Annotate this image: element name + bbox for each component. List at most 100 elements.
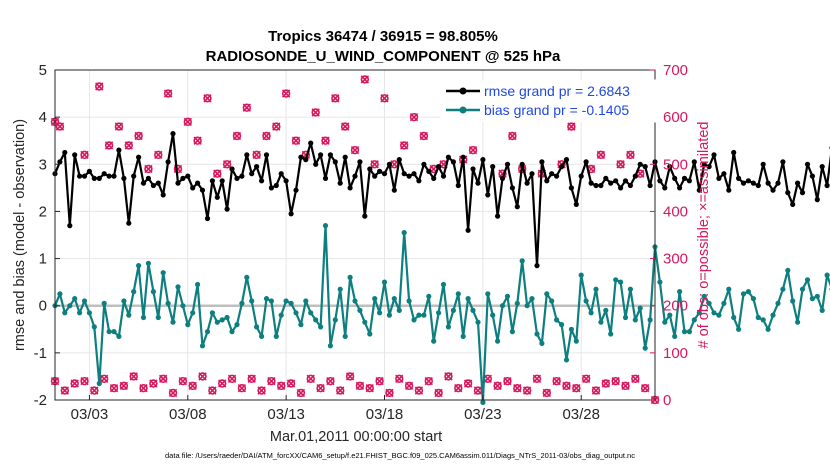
obs-possible-marker	[90, 386, 99, 395]
obs-possible-marker	[178, 376, 188, 386]
rmse-point	[327, 152, 333, 158]
obs-assimilated-marker	[321, 136, 330, 145]
rmse-point	[318, 152, 324, 158]
bias-point	[745, 289, 752, 295]
obs-assimilated-marker	[80, 150, 89, 160]
bias-point	[175, 284, 181, 290]
rmse-point	[647, 182, 653, 189]
obs-assimilated-marker	[267, 376, 276, 386]
rmse-point	[490, 164, 496, 170]
bias-point	[716, 312, 722, 318]
bias-point	[642, 345, 648, 351]
obs-assimilated-marker	[80, 376, 89, 386]
legend-bias-marker	[459, 106, 467, 114]
y-right-tick-label: 300	[663, 251, 688, 268]
obs-assimilated-marker	[572, 384, 581, 393]
rmse-point	[150, 182, 156, 189]
obs-assimilated-marker	[370, 160, 379, 169]
obs-possible-marker	[109, 384, 119, 393]
obs-assimilated-marker	[591, 386, 601, 395]
rmse-point	[672, 175, 678, 181]
rmse-point	[509, 185, 515, 191]
bias-point	[450, 307, 456, 313]
obs-possible-marker	[267, 376, 276, 386]
bias-point	[126, 312, 132, 318]
bias-point	[86, 310, 92, 316]
obs-possible-marker	[262, 131, 271, 141]
rmse-point	[750, 180, 757, 186]
obs-possible-marker	[567, 122, 576, 131]
bias-point	[165, 300, 171, 306]
bias-point	[804, 277, 811, 283]
bias-point	[622, 314, 629, 321]
rmse-point	[91, 175, 97, 181]
bias-point	[421, 312, 427, 318]
bias-point	[91, 324, 97, 330]
obs-possible-marker	[99, 374, 109, 383]
rmse-series	[52, 131, 830, 269]
obs-assimilated-marker	[375, 376, 384, 386]
bias-point	[327, 343, 333, 349]
obs-assimilated-marker	[144, 164, 153, 174]
rmse-point	[239, 173, 245, 179]
legend-box	[440, 79, 656, 123]
rmse-point	[642, 164, 648, 170]
bias-point	[298, 322, 304, 328]
bias-point	[322, 223, 329, 229]
obs-assimilated-marker	[95, 82, 104, 91]
obs-possible-marker	[370, 160, 379, 169]
obs-possible-marker	[434, 388, 443, 398]
obs-assimilated-marker	[640, 384, 650, 393]
bias-point	[618, 279, 624, 285]
bias-point	[121, 298, 127, 304]
obs-possible-marker	[213, 169, 222, 178]
obs-assimilated-marker	[296, 388, 306, 398]
obs-assimilated-marker	[360, 75, 370, 84]
rmse-point	[96, 175, 102, 181]
obs-assimilated-marker	[218, 379, 227, 388]
rmse-point	[195, 180, 201, 186]
bias-point	[362, 319, 368, 325]
y-right-tick-label: 700	[663, 62, 688, 79]
rmse-point	[244, 152, 250, 158]
rmse-point	[677, 185, 683, 191]
obs-assimilated-marker	[119, 381, 129, 391]
obs-possible-marker	[385, 388, 394, 398]
rmse-point	[539, 159, 545, 165]
obs-assimilated-marker	[350, 145, 360, 155]
y-tick-label: 4	[39, 109, 47, 126]
rmse-point	[593, 182, 599, 189]
rmse-point	[278, 171, 284, 177]
bias-point	[263, 296, 270, 302]
obs-assimilated-marker	[193, 136, 202, 145]
obs-assimilated-marker	[631, 374, 640, 383]
rmse-point	[303, 157, 309, 163]
bias-point	[72, 296, 78, 302]
rmse-point	[785, 190, 791, 196]
rmse-point	[72, 152, 78, 158]
bias-point	[750, 296, 757, 302]
obs-possible-marker	[311, 108, 320, 117]
obs-assimilated-marker	[183, 117, 192, 127]
bias-point	[549, 298, 555, 304]
obs-assimilated-marker	[552, 376, 561, 386]
obs-assimilated-marker	[331, 94, 340, 103]
bias-point	[799, 286, 806, 292]
bias-point	[367, 331, 373, 337]
bias-point	[701, 293, 707, 299]
rmse-point	[686, 178, 693, 184]
bias-point	[318, 324, 324, 330]
rmse-point	[460, 154, 466, 160]
rmse-point	[657, 178, 663, 184]
rmse-point	[342, 154, 348, 160]
rmse-point	[770, 187, 776, 193]
obs-possible-marker	[222, 160, 232, 169]
rmse-point	[185, 173, 191, 179]
obs-possible-marker	[168, 388, 178, 398]
rmse-point	[416, 178, 422, 184]
obs-possible-marker	[581, 374, 591, 383]
bias-point	[691, 317, 697, 323]
bias-point	[647, 317, 653, 323]
rmse-point	[352, 173, 358, 179]
obs-assimilated-marker	[562, 381, 571, 391]
